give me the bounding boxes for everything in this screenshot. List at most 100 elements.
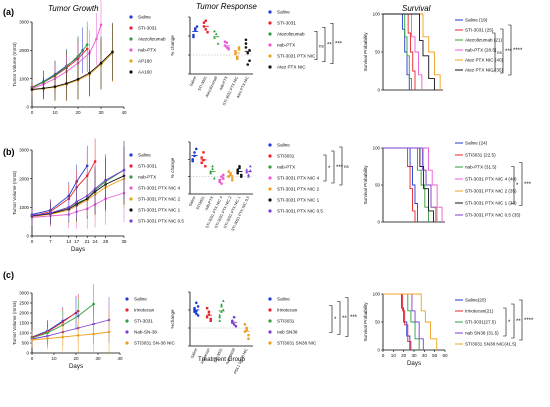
x-tick-label: 10 — [52, 110, 58, 115]
legend-entry: Atezolizumab — [277, 32, 305, 37]
y-tick-label: 100 — [373, 12, 381, 17]
significance-bracket — [314, 30, 318, 61]
data-point — [221, 308, 225, 311]
legend-entry: Saline (24) — [465, 141, 488, 146]
y-tick-label: 50 — [375, 183, 380, 188]
y-tick-label: 3000 — [19, 148, 29, 153]
legend-entry: Saline — [277, 143, 290, 148]
legend-entry: Saline — [138, 15, 151, 20]
data-point — [238, 164, 241, 168]
legend-entry: STI3031 — [277, 154, 295, 159]
legend: Saline STI-3031 Atezolizumab nab-PTX STI-303… — [268, 10, 316, 70]
data-point — [67, 206, 71, 209]
data-point — [30, 88, 34, 91]
legend-swatch — [129, 37, 133, 41]
data-point — [231, 176, 234, 179]
x-tick-label: 40 — [121, 110, 127, 115]
x-tick-label: 0 — [31, 110, 34, 115]
data-point — [232, 315, 236, 319]
legend-entry: nab-PTX — [138, 175, 156, 180]
data-point — [240, 173, 243, 177]
data-point — [99, 23, 103, 27]
legend-swatch — [129, 197, 133, 201]
legend-entry: STI-3031 PTX NIC 1 — [277, 198, 320, 203]
data-point — [232, 323, 236, 326]
y-tick-label: 1000 — [19, 205, 29, 210]
significance-bracket — [339, 146, 343, 186]
significance-bracket — [519, 299, 523, 341]
x-axis-label: Treatment Group — [198, 356, 245, 363]
series-line-2 — [383, 13, 413, 90]
data-point — [216, 42, 220, 45]
x-tick-label: 20 — [401, 353, 407, 358]
x-tick-label: 40 — [117, 356, 123, 361]
legend-swatch — [268, 32, 272, 36]
data-point — [204, 19, 207, 22]
data-point — [221, 299, 225, 302]
data-point — [245, 168, 249, 171]
legend-entry: STI3031 SN38 NIC(41.5) — [465, 342, 517, 347]
series-line-1 — [31, 310, 79, 338]
data-point — [85, 43, 89, 46]
y-tick-label: 2500 — [19, 301, 29, 306]
y-axis-label: Tumor Volume (mm3) — [12, 170, 17, 215]
x-tick-label: nab-SN38 — [225, 348, 236, 365]
legend: Saline Irinotecan STI-3031 Nab-SN-38 STI3031… — [125, 297, 176, 346]
data-point — [193, 306, 196, 310]
data-point — [220, 310, 223, 313]
legend-entry: STI-3031 (25) — [465, 28, 494, 33]
legend: Saline(20) Irinotecan(21) STI-3031(27.5) na… — [455, 298, 517, 347]
y-axis-label: % change — [170, 157, 175, 178]
legend-swatch — [125, 330, 129, 334]
data-point — [192, 35, 195, 39]
data-point — [246, 63, 250, 66]
legend-entry: STI-3031 — [277, 21, 296, 26]
legend-swatch — [129, 219, 133, 223]
data-point — [200, 161, 203, 164]
legend-entry: nab-PTX — [138, 48, 156, 53]
legend-entry: Saline — [138, 153, 151, 158]
x-tick-label: 20 — [73, 356, 79, 361]
significance-label: ns — [344, 164, 349, 169]
legend-swatch — [268, 341, 272, 345]
data-point — [196, 305, 200, 308]
data-point — [248, 59, 251, 62]
x-tick-label: STI3031 — [196, 196, 206, 211]
legend: Saline STI3031 nab-PTX STI-3031 PTX NIC 4 ST… — [268, 143, 323, 214]
series-line-6 — [383, 147, 437, 222]
x-axis-label: Days — [69, 363, 83, 370]
legend-entry: STI-3031 PTX NIC 2 — [138, 197, 181, 202]
series-line-0 — [383, 13, 410, 90]
legend-entry: STI-3031(27.5) — [465, 320, 496, 325]
series-line-4 — [31, 178, 125, 217]
x-tick-label: Irinotecan — [200, 348, 211, 365]
y-tick-label: 0 — [27, 234, 30, 239]
y-axis-label: %change — [170, 309, 175, 329]
y-tick-label: 50 — [375, 50, 380, 55]
series-line-1 — [31, 161, 96, 217]
chart-b-growth: Tumor Volume (mm3) Days 0 1000 2000 3000 0 7 14 1… — [12, 138, 184, 253]
significance-bracket — [337, 301, 341, 335]
series-line-2 — [383, 293, 420, 350]
data-point — [193, 29, 197, 32]
data-point — [206, 31, 209, 34]
chart-c-growth: Tumor Volume (mm3) Days 0 500 1000 1500 2000 25… — [12, 284, 176, 370]
legend-swatch — [268, 198, 272, 202]
data-point — [244, 46, 248, 49]
data-point — [220, 182, 223, 185]
data-point — [236, 55, 239, 59]
data-point — [209, 319, 212, 322]
data-point — [247, 334, 250, 337]
legend-swatch — [129, 186, 133, 190]
legend-entry: nab SN38 — [277, 330, 298, 335]
series-line-3 — [31, 24, 102, 90]
data-point — [218, 180, 221, 184]
legend-entry: Atezolizumab (21) — [465, 38, 502, 43]
legend-swatch — [129, 26, 133, 30]
data-point — [209, 317, 212, 321]
legend-swatch — [268, 330, 272, 334]
legend-swatch — [129, 208, 133, 212]
series-line-4 — [31, 331, 110, 341]
legend-entry: Irinotecan(21) — [465, 309, 494, 314]
